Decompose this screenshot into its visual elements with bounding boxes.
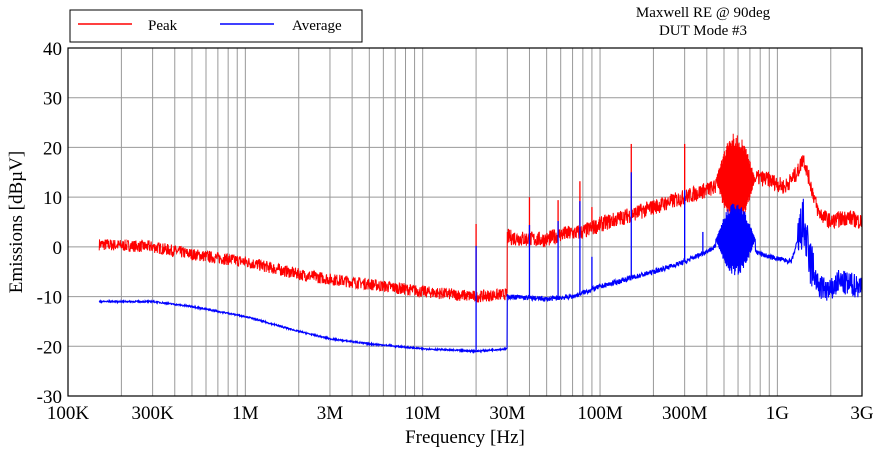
legend-label-peak: Peak: [148, 18, 178, 34]
chart-title-line-2: DUT Mode #3: [659, 23, 747, 39]
x-tick-label: 1M: [232, 403, 259, 424]
x-axis-label: Frequency [Hz]: [405, 427, 525, 448]
x-tick-labels: 100K 300K 1M 3M 10M 30M 100M 300M 1G 3G: [47, 403, 874, 424]
chart-title-line-1: Maxwell RE @ 90deg: [636, 5, 771, 21]
series-line-average: [98, 198, 863, 354]
legend-label-average: Average: [292, 18, 342, 34]
x-tick-label: 1G: [766, 403, 790, 424]
series-peak: [98, 133, 863, 303]
series-average: [98, 172, 863, 354]
y-tick-label: 30: [43, 89, 62, 110]
x-tick-label: 100M: [577, 403, 623, 424]
x-tick-label: 10M: [405, 403, 441, 424]
plot-frame: [67, 47, 863, 397]
x-tick-label: 300K: [131, 403, 174, 424]
y-tick-labels: -30 -20 -10 0 10 20 30 40: [37, 39, 62, 408]
y-tick-label: -30: [37, 387, 62, 408]
y-tick-label: -10: [37, 288, 62, 309]
y-tick-label: 0: [53, 238, 63, 259]
x-tick-label: 3M: [317, 403, 344, 424]
x-tick-label: 300M: [662, 403, 708, 424]
x-tick-label: 100K: [47, 403, 90, 424]
x-tick-label: 3G: [850, 403, 874, 424]
y-axis-label: Emissions [dBµV]: [6, 151, 27, 293]
x-tick-label: 30M: [489, 403, 525, 424]
y-tick-label: 10: [43, 188, 62, 209]
series-line-peak: [98, 133, 863, 303]
y-tick-label: 40: [43, 39, 62, 60]
y-tick-label: -20: [37, 337, 62, 358]
series-layer: [98, 133, 863, 354]
y-tick-label: 20: [43, 138, 62, 159]
legend: Peak Average: [69, 9, 363, 43]
